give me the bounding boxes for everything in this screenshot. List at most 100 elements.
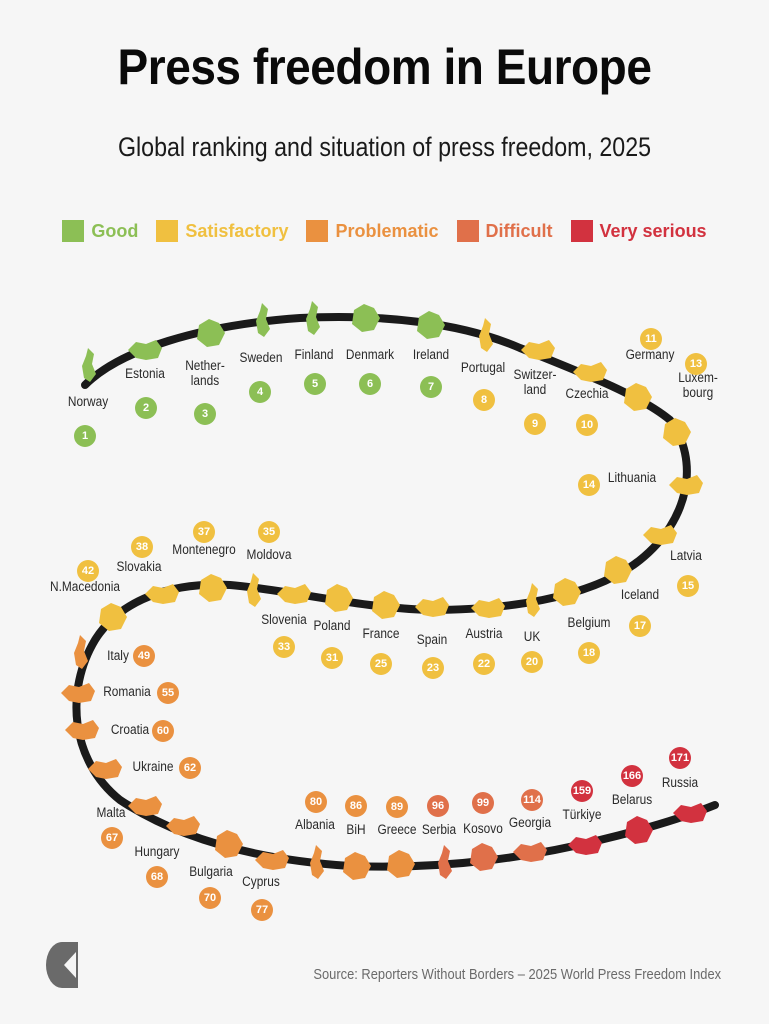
country-label: Norway <box>67 394 109 409</box>
rank-badge: 1 <box>74 425 96 447</box>
country-label: Greece <box>377 822 417 837</box>
rank-badge: 13 <box>685 353 707 375</box>
country-shape-icon <box>247 573 261 607</box>
rank-badge: 166 <box>621 765 643 787</box>
rank-badge: 20 <box>521 651 543 673</box>
country-shape-icon <box>255 850 289 870</box>
country-label: Malta <box>96 805 126 820</box>
country-shape-icon <box>521 340 555 360</box>
country-label: Montenegro <box>172 542 236 557</box>
country-shape-icon <box>573 362 607 382</box>
country-shape-icon <box>128 796 162 816</box>
rank-badge: 99 <box>472 792 494 814</box>
country-shape-icon <box>624 383 652 411</box>
rank-badge: 62 <box>179 757 201 779</box>
country-shape-icon <box>74 635 88 669</box>
legend-item-good: Good <box>62 220 138 242</box>
rank-badge: 86 <box>345 795 367 817</box>
country-shape-icon <box>166 816 200 836</box>
rank-badge: 49 <box>133 645 155 667</box>
country-shape-icon <box>82 348 96 382</box>
country-label: Hungary <box>134 844 180 859</box>
rank-badge: 31 <box>321 647 343 669</box>
country-shape-icon <box>88 759 122 779</box>
country-shape-icon <box>99 603 127 631</box>
country-label: Sweden <box>239 350 283 365</box>
rank-badge: 159 <box>571 780 593 802</box>
country-label: UK <box>523 629 541 644</box>
country-label: Bulgaria <box>189 864 233 879</box>
legend-item-difficult: Difficult <box>456 220 553 242</box>
rank-badge: 11 <box>640 328 662 350</box>
country-shape-icon <box>199 574 227 602</box>
country-label: Albania <box>295 817 335 832</box>
country-shape-icon <box>145 584 179 604</box>
legend-swatch-good <box>62 220 85 242</box>
country-shape-icon <box>128 340 162 360</box>
country-shape-icon <box>663 418 691 446</box>
country-shape-icon <box>343 852 371 880</box>
country-label: Denmark <box>345 347 395 362</box>
country-shape-icon <box>513 842 547 862</box>
country-shape-icon <box>277 584 311 604</box>
country-shape-icon <box>673 803 707 823</box>
country-shape-icon <box>643 525 677 545</box>
rank-badge: 55 <box>157 682 179 704</box>
rank-badge: 10 <box>576 414 598 436</box>
country-label: Ukraine <box>132 759 174 774</box>
legend-swatch-very-serious <box>570 220 593 242</box>
country-shape-icon <box>470 843 498 871</box>
country-shape-icon <box>310 845 324 879</box>
rank-badge: 60 <box>152 720 174 742</box>
rank-badge: 17 <box>629 615 651 637</box>
legend-swatch-problematic <box>306 220 329 242</box>
legend-label: Difficult <box>485 220 553 241</box>
legend-item-problematic: Problematic <box>306 220 439 242</box>
legend-label: Good <box>91 220 139 241</box>
legend: Good Satisfactory Problematic Difficult … <box>0 220 769 242</box>
legend-label: Problematic <box>335 220 439 241</box>
country-label: Poland <box>313 618 351 633</box>
country-shape-icon <box>65 720 99 740</box>
country-shape-icon <box>526 583 540 617</box>
country-label: Czechia <box>565 386 609 401</box>
country-label: France <box>362 626 400 641</box>
country-shape-icon <box>471 598 505 618</box>
legend-item-very-serious: Very serious <box>570 220 707 242</box>
source-note: Source: Reporters Without Borders – 2025… <box>313 966 721 983</box>
country-shape-icon <box>387 850 415 878</box>
rank-badge: 96 <box>427 795 449 817</box>
country-label: Finland <box>294 347 334 362</box>
rank-badge: 37 <box>193 521 215 543</box>
country-label: Luxem-bourg <box>678 370 718 400</box>
country-label: Germany <box>625 347 675 362</box>
country-label: Lithuania <box>607 470 657 485</box>
rank-badge: 42 <box>77 560 99 582</box>
country-shape-icon <box>604 556 632 584</box>
rank-badge: 114 <box>521 789 543 811</box>
country-label: Latvia <box>670 548 702 563</box>
country-label: Estonia <box>125 366 165 381</box>
legend-item-satisfactory: Satisfactory <box>156 220 288 242</box>
rank-badge: 8 <box>473 389 495 411</box>
country-label: Russia <box>661 775 699 790</box>
publisher-logo-icon <box>46 942 78 988</box>
country-shape-icon <box>669 475 703 495</box>
rank-badge: 70 <box>199 887 221 909</box>
rank-badge: 171 <box>669 747 691 769</box>
rank-badge: 25 <box>370 653 392 675</box>
country-label: Slovenia <box>261 612 307 627</box>
country-label: N.Macedonia <box>49 579 121 594</box>
legend-swatch-satisfactory <box>156 220 179 242</box>
rank-badge: 4 <box>249 381 271 403</box>
country-shape-icon <box>415 597 449 617</box>
country-label: Italy <box>107 648 129 663</box>
country-label: Belgium <box>567 615 611 630</box>
country-label: Switzer-land <box>513 367 557 397</box>
country-label: Türkiye <box>562 807 602 822</box>
country-shape-icon <box>61 683 95 703</box>
country-label: Iceland <box>620 587 660 602</box>
rank-badge: 23 <box>422 657 444 679</box>
country-shape-icon <box>197 319 225 347</box>
country-label: Ireland <box>412 347 450 362</box>
